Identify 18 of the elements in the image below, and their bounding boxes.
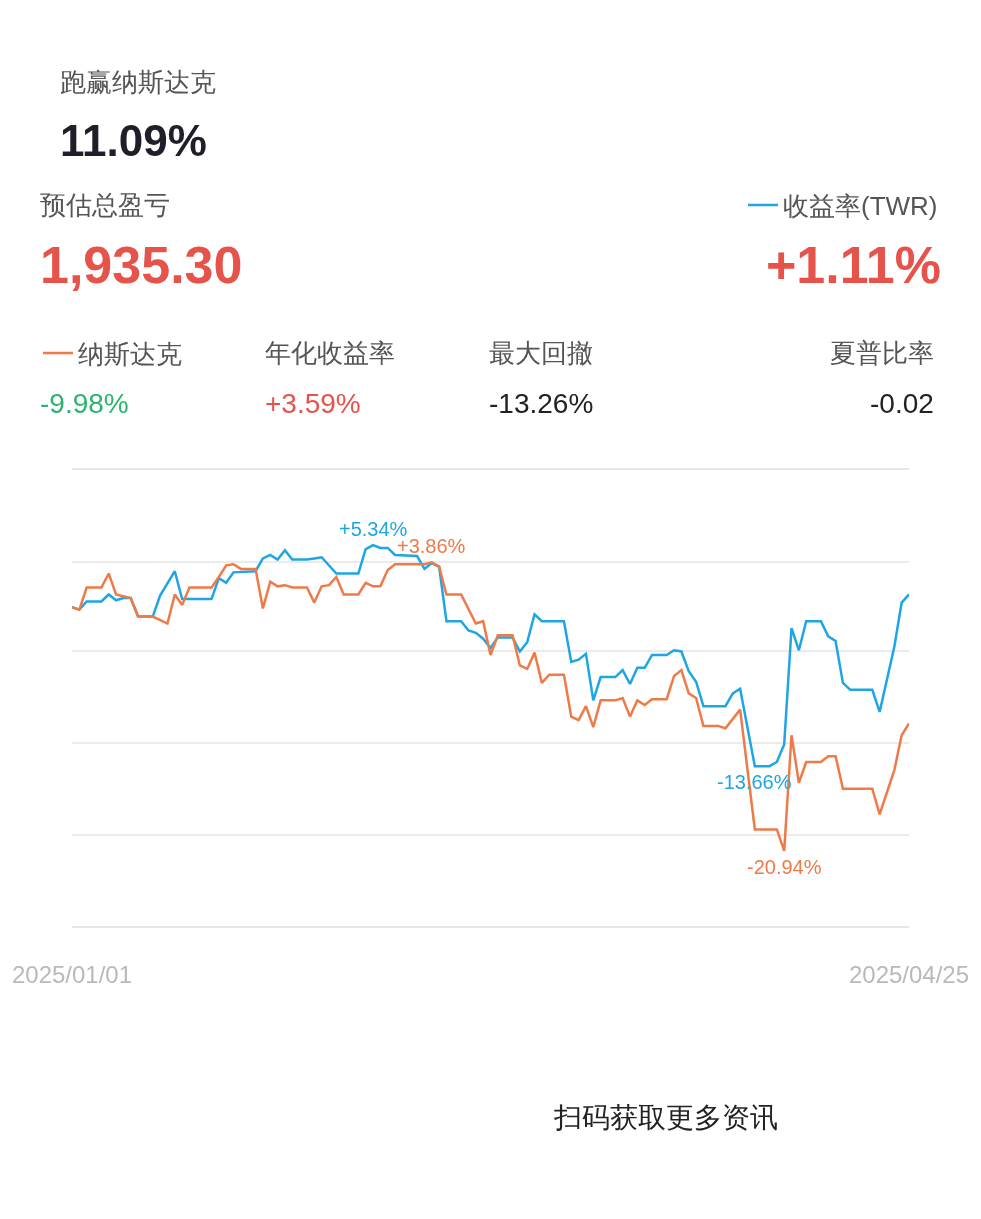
legend-label: 纳斯达克 <box>78 339 182 370</box>
x-tick-label: 2025/04/25 <box>848 960 970 988</box>
text: 夏普比率 <box>830 338 934 368</box>
text: 年化收益率 <box>265 338 395 368</box>
text: 跑赢纳斯达克 <box>60 67 216 97</box>
data-label: -20.94% <box>747 856 822 878</box>
x-tick-label: 2025/01/01 <box>11 960 133 988</box>
text: 最大回撤 <box>489 338 593 368</box>
text: -0.02 <box>870 388 934 419</box>
text: -13.26% <box>489 388 594 419</box>
legend-label: 收益率(TWR) <box>783 191 938 222</box>
text: -9.98% <box>40 388 129 419</box>
text: +3.59% <box>265 388 361 419</box>
text: +1.11% <box>766 236 941 294</box>
text: 扫码获取更多资讯 <box>553 1102 778 1133</box>
text: 11.09% <box>60 116 207 165</box>
text: 1,935.30 <box>40 236 243 294</box>
text: 预估总盈亏 <box>40 190 170 220</box>
